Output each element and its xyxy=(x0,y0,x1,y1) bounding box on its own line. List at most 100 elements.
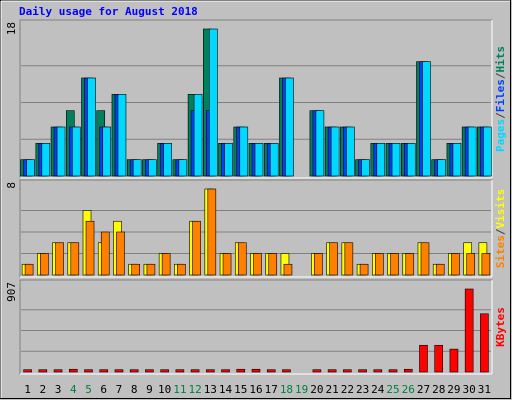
bar xyxy=(434,344,444,373)
bar xyxy=(23,369,32,373)
x-tick-label: 10 xyxy=(158,383,171,396)
x-tick-label: 1 xyxy=(24,383,31,396)
y-tick-label: 907 xyxy=(5,282,18,302)
bar xyxy=(56,126,66,177)
bar xyxy=(55,242,64,276)
bar xyxy=(175,369,185,373)
bar xyxy=(420,242,430,276)
bar xyxy=(26,159,35,177)
bar xyxy=(254,143,264,177)
x-tick-label: 7 xyxy=(116,383,123,396)
bar xyxy=(435,263,445,276)
bar xyxy=(480,313,489,373)
bar xyxy=(160,369,169,373)
legend: Pages/Files/Hits xyxy=(494,46,507,152)
bar xyxy=(406,143,416,177)
bar xyxy=(193,94,203,177)
x-tick-label: 17 xyxy=(265,383,278,396)
bar xyxy=(403,368,413,373)
legend-separator: / xyxy=(494,112,507,119)
bar xyxy=(24,263,34,276)
legend-entry: Sites xyxy=(494,235,507,268)
bar xyxy=(209,28,218,177)
x-tick-label: 8 xyxy=(131,383,138,396)
bar xyxy=(449,348,459,373)
bar xyxy=(330,126,340,177)
bar xyxy=(388,369,398,373)
bar xyxy=(68,368,78,373)
bar xyxy=(102,126,112,177)
x-tick-label: 15 xyxy=(234,383,247,396)
x-tick-label: 11 xyxy=(173,383,186,396)
x-tick-label: 22 xyxy=(341,383,354,396)
bar xyxy=(390,253,399,276)
bar xyxy=(116,231,125,276)
bar xyxy=(481,253,491,276)
bar xyxy=(346,126,355,177)
bar xyxy=(391,143,401,177)
x-tick-label: 24 xyxy=(371,383,385,396)
bar xyxy=(376,143,386,177)
bar xyxy=(131,263,140,276)
bar xyxy=(222,253,232,276)
bar xyxy=(253,253,262,276)
x-tick-label: 23 xyxy=(356,383,369,396)
bar xyxy=(163,143,172,177)
bar xyxy=(312,369,322,373)
y-tick-label: 18 xyxy=(5,22,18,35)
legend-entry: Visits xyxy=(494,189,507,229)
x-tick-label: 18 xyxy=(280,383,293,396)
bar xyxy=(99,369,109,373)
x-tick-label: 9 xyxy=(146,383,153,396)
bar xyxy=(375,253,384,276)
bar xyxy=(451,253,460,276)
bar xyxy=(84,369,93,373)
bar xyxy=(359,263,369,276)
bar xyxy=(41,143,51,177)
legend-entry: Files xyxy=(494,79,507,112)
bar xyxy=(464,288,474,373)
x-tick-label: 16 xyxy=(249,383,262,396)
bar xyxy=(178,159,188,177)
bar xyxy=(236,368,246,373)
bar xyxy=(87,77,96,177)
bar xyxy=(452,143,462,177)
bar xyxy=(85,220,95,276)
bar xyxy=(419,344,428,373)
bar xyxy=(129,369,139,373)
bar xyxy=(285,77,294,177)
bar xyxy=(239,126,249,177)
legend-separator: / xyxy=(494,72,507,79)
bar xyxy=(146,263,156,276)
bar xyxy=(405,253,415,276)
legend-entry: Pages xyxy=(494,119,507,152)
bar xyxy=(266,369,276,373)
bar xyxy=(358,369,367,373)
bar xyxy=(343,369,352,373)
x-tick-label: 28 xyxy=(432,383,445,396)
bar xyxy=(38,369,48,373)
bar xyxy=(344,242,354,276)
x-tick-label: 3 xyxy=(55,383,62,396)
bar xyxy=(148,159,157,177)
bar xyxy=(483,126,492,177)
bar xyxy=(373,369,383,373)
bar xyxy=(268,253,278,276)
bar xyxy=(437,159,447,177)
legend-entry: Hits xyxy=(494,46,507,73)
x-tick-label: 14 xyxy=(219,383,233,396)
bar xyxy=(190,369,200,373)
panel xyxy=(19,279,493,375)
bar xyxy=(282,369,291,373)
x-tick-label: 26 xyxy=(402,383,415,396)
y-tick-label: 8 xyxy=(5,182,18,189)
bar xyxy=(361,159,370,177)
bar xyxy=(467,126,477,177)
x-tick-label: 21 xyxy=(326,383,339,396)
bar xyxy=(224,143,233,177)
legend-entry: KBytes xyxy=(494,307,507,347)
bar xyxy=(70,242,80,276)
bar xyxy=(161,253,171,276)
bar xyxy=(329,242,338,276)
